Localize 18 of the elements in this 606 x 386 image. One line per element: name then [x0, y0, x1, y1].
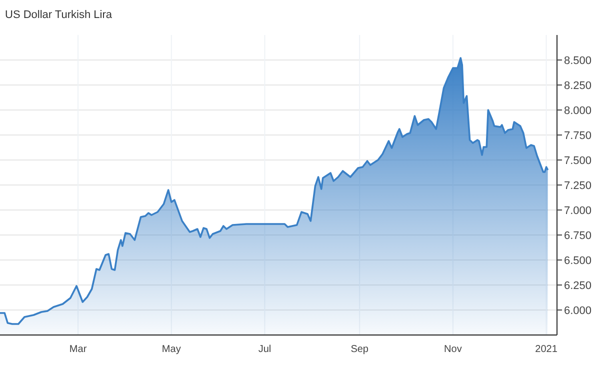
y-tick-label: 8.500 [564, 54, 592, 67]
y-tick-label: 6.000 [564, 304, 592, 317]
y-tick-label: 6.750 [564, 230, 592, 242]
y-tick-label: 7.000 [564, 204, 592, 217]
chart-title: US Dollar Turkish Lira [5, 9, 113, 21]
y-tick-label: 7.750 [564, 130, 592, 142]
x-tick-label: 2021 [535, 344, 558, 355]
x-tick-label: Mar [69, 344, 88, 355]
y-tick-label: 7.500 [564, 154, 592, 167]
y-tick-label: 6.250 [564, 280, 592, 292]
y-tick-label: 7.250 [564, 180, 592, 192]
x-tick-label: Jul [258, 344, 272, 355]
y-tick-label: 8.250 [564, 80, 592, 92]
x-tick-label: Sep [350, 344, 369, 355]
x-tick-label: Nov [444, 344, 462, 355]
y-tick-label: 8.000 [564, 104, 592, 117]
x-tick-label: May [162, 344, 181, 355]
y-tick-label: 6.500 [564, 254, 592, 267]
